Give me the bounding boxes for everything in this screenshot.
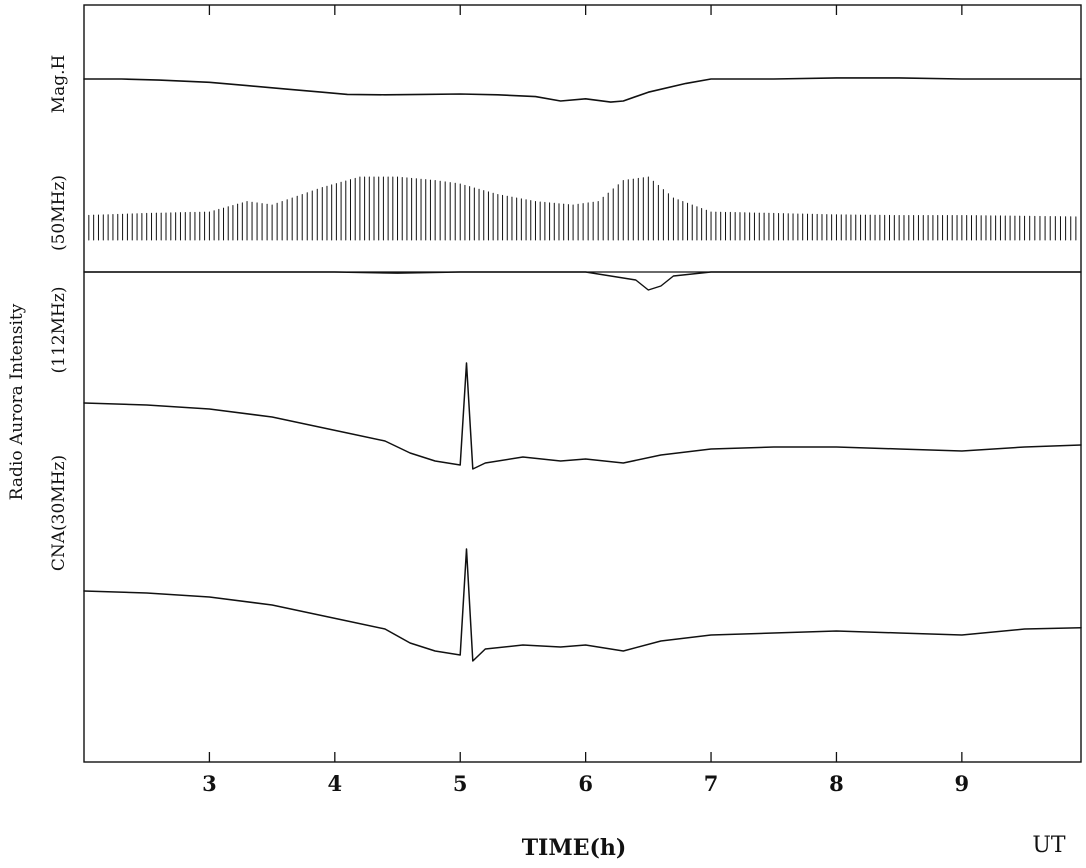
traces — [83, 77, 1082, 662]
series-line — [83, 362, 1082, 470]
bottom-axis-ticks — [208, 752, 963, 762]
x-tick-label: 8 — [829, 771, 844, 796]
x-axis-unit: UT — [1032, 833, 1066, 858]
x-tick-label: 6 — [578, 771, 593, 796]
x-tick-labels: 3 4 5 6 7 8 9 — [202, 771, 969, 796]
panel-label-112mhz: (112MHz) — [49, 287, 69, 374]
series-4 — [83, 548, 1082, 662]
plot-frame — [83, 4, 1082, 763]
series-3 — [83, 362, 1082, 470]
x-tick-label: 5 — [453, 771, 468, 796]
series-line — [83, 271, 1082, 291]
series-1 — [83, 176, 1077, 241]
panel-label-50mhz: (50MHz) — [49, 175, 69, 251]
x-tick-label: 7 — [704, 771, 719, 796]
series-line — [83, 548, 1082, 662]
panel-label-mag-h: Mag.H — [49, 55, 69, 114]
series-0 — [83, 77, 1082, 103]
top-axis-ticks — [208, 5, 963, 15]
series-line — [83, 77, 1082, 103]
x-axis-label: TIME(h) — [522, 835, 627, 861]
x-tick-label: 4 — [328, 771, 343, 796]
panel-label-cna-30mhz: CNA(30MHz) — [49, 455, 69, 571]
series-2 — [83, 271, 1082, 291]
x-tick-label: 9 — [955, 771, 970, 796]
x-tick-label: 3 — [202, 771, 217, 796]
y-axis-label: Radio Aurora Intensity — [7, 303, 27, 500]
